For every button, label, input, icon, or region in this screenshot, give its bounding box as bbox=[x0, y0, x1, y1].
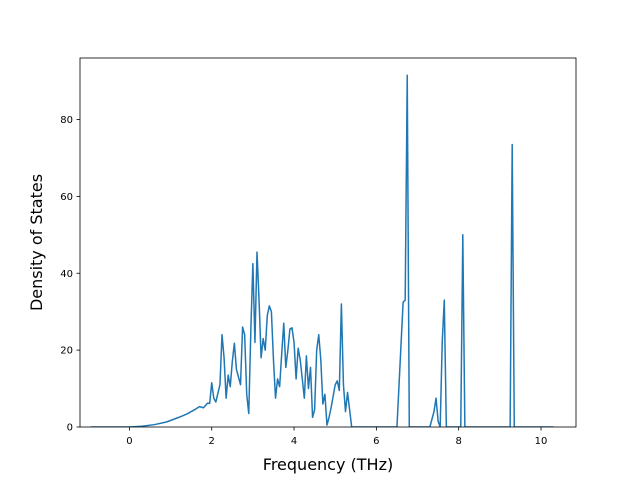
y-axis-ticks: 0 20 40 60 80 bbox=[60, 115, 80, 434]
x-axis-ticks: 0 2 4 6 8 10 bbox=[126, 427, 547, 447]
x-tick-label: 0 bbox=[126, 436, 132, 447]
y-tick-label: 0 bbox=[67, 423, 73, 434]
y-tick-label: 20 bbox=[60, 346, 73, 357]
y-tick-label: 40 bbox=[60, 269, 73, 280]
x-tick-label: 6 bbox=[373, 436, 379, 447]
x-tick-label: 8 bbox=[456, 436, 462, 447]
y-tick-label: 60 bbox=[60, 192, 73, 203]
x-tick-label: 4 bbox=[291, 436, 297, 447]
x-tick-label: 10 bbox=[535, 436, 548, 447]
y-axis-label: Density of States bbox=[27, 174, 46, 311]
x-axis-label: Frequency (THz) bbox=[263, 455, 393, 474]
y-tick-label: 80 bbox=[60, 115, 73, 126]
x-tick-label: 2 bbox=[209, 436, 215, 447]
plot-frame bbox=[79, 57, 577, 428]
dos-series-line bbox=[90, 74, 554, 427]
